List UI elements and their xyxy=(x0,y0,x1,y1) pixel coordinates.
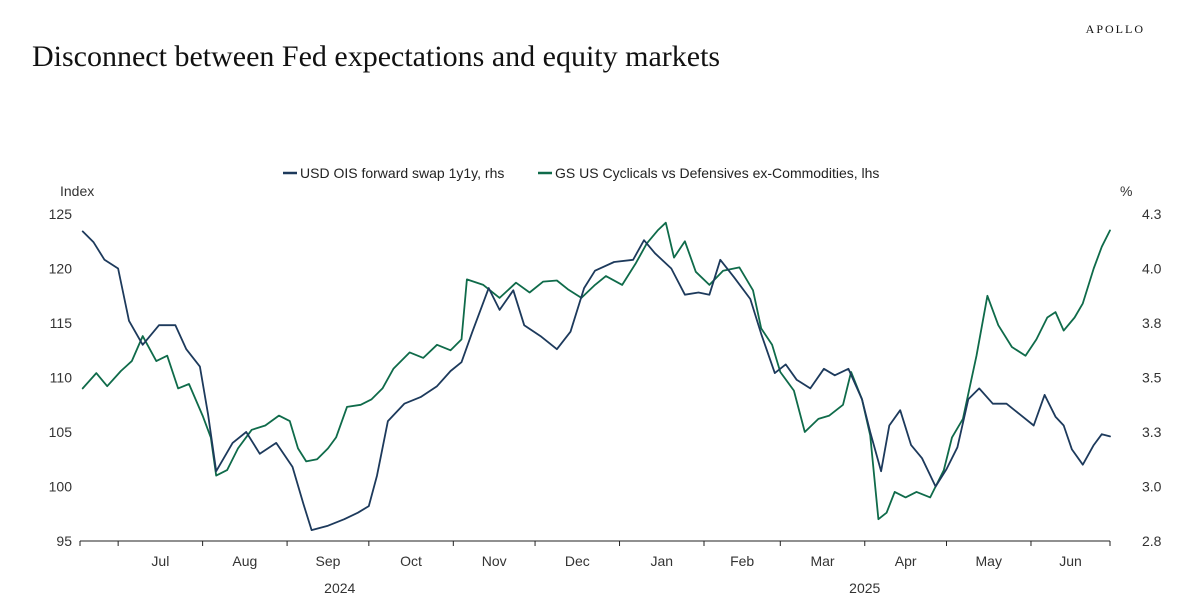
x-tick-label: Aug xyxy=(232,553,257,569)
x-tick-label: Oct xyxy=(400,553,422,569)
left-tick-label: 95 xyxy=(56,533,72,549)
x-year-label: 2024 xyxy=(324,580,355,596)
x-tick-label: Apr xyxy=(895,553,917,569)
legend-entry-ois: USD OIS forward swap 1y1y, rhs xyxy=(300,165,504,181)
right-axis-unit: % xyxy=(1120,183,1132,199)
right-tick-label: 3.5 xyxy=(1142,370,1162,386)
x-year-label: 2025 xyxy=(849,580,880,596)
x-tick-label: Jun xyxy=(1059,553,1082,569)
left-tick-label: 110 xyxy=(50,370,73,386)
right-tick-label: 2.8 xyxy=(1142,533,1162,549)
left-tick-label: 105 xyxy=(49,424,73,440)
left-tick-label: 100 xyxy=(49,479,73,495)
right-tick-label: 4.3 xyxy=(1142,206,1162,222)
left-axis-unit: Index xyxy=(60,183,94,199)
series-layer xyxy=(81,221,1111,531)
right-tick-label: 3.8 xyxy=(1142,315,1162,331)
x-tick-label: Feb xyxy=(730,553,754,569)
axes: 95 100 105 110 115 120 125 2.8 3.0 3.3 3.5 3.8 4.0 4.… xyxy=(49,206,1162,596)
series-line-ois xyxy=(81,230,1111,531)
series-line-gs xyxy=(81,221,1111,521)
x-tick-label: Nov xyxy=(482,553,507,569)
right-tick-label: 3.3 xyxy=(1142,424,1162,440)
left-tick-label: 120 xyxy=(49,261,73,277)
x-tick-label: Mar xyxy=(810,553,834,569)
x-tick-label: Sep xyxy=(316,553,341,569)
x-tick-label: Jan xyxy=(650,553,673,569)
right-tick-label: 4.0 xyxy=(1142,261,1162,277)
left-tick-label: 125 xyxy=(49,206,73,222)
legend-entry-gs: GS US Cyclicals vs Defensives ex-Commodi… xyxy=(555,165,879,181)
x-tick-label: Jul xyxy=(151,553,169,569)
x-tick-label: May xyxy=(976,553,1002,569)
brand-logo: APOLLO xyxy=(1085,22,1145,36)
page-title: Disconnect between Fed expectations and … xyxy=(32,40,721,73)
legend: USD OIS forward swap 1y1y, rhs GS US Cyc… xyxy=(283,165,879,181)
x-tick-label: Dec xyxy=(565,553,590,569)
left-tick-label: 115 xyxy=(50,315,73,331)
right-tick-label: 3.0 xyxy=(1142,479,1162,495)
